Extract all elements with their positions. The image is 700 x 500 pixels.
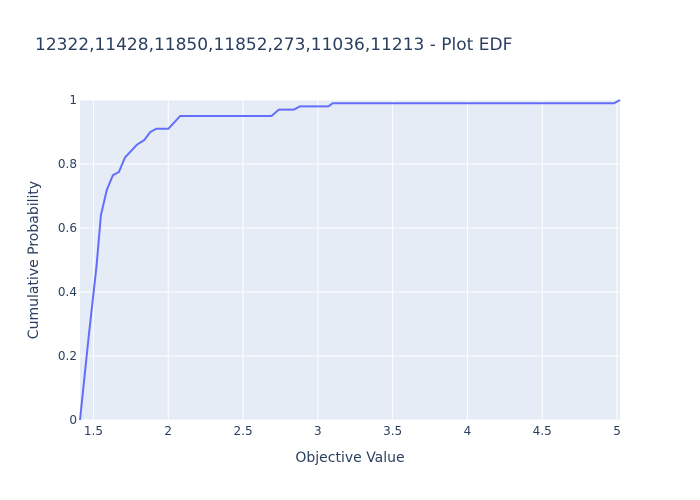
y-tick-label: 0.8 xyxy=(58,157,77,171)
y-tick-label: 0.6 xyxy=(58,221,77,235)
x-axis-title: Objective Value xyxy=(295,450,404,466)
x-tick-label: 3.5 xyxy=(383,424,402,438)
x-tick-label: 3 xyxy=(314,424,322,438)
x-tick-label: 5 xyxy=(613,424,621,438)
y-tick-label: 0 xyxy=(69,413,77,427)
tick-labels: 1.5 2 2.5 3 3.5 4 4.5 5 0 0.2 0.4 0.6 0.8 1 xyxy=(58,93,621,438)
y-tick-label: 1 xyxy=(69,93,77,107)
x-tick-label: 2 xyxy=(164,424,172,438)
x-tick-label: 2.5 xyxy=(234,424,253,438)
x-tick-label: 1.5 xyxy=(84,424,103,438)
chart-title: 12322,11428,11850,11852,273,11036,11213 … xyxy=(35,35,512,55)
y-axis-title: Cumulative Probability xyxy=(26,181,42,339)
x-tick-label: 4 xyxy=(464,424,472,438)
plot-area xyxy=(80,100,620,420)
series-layer xyxy=(79,99,621,421)
grid xyxy=(80,99,620,421)
y-tick-label: 0.4 xyxy=(58,285,77,299)
edf-line xyxy=(79,99,621,421)
x-tick-label: 4.5 xyxy=(533,424,552,438)
y-tick-label: 0.2 xyxy=(58,349,77,363)
